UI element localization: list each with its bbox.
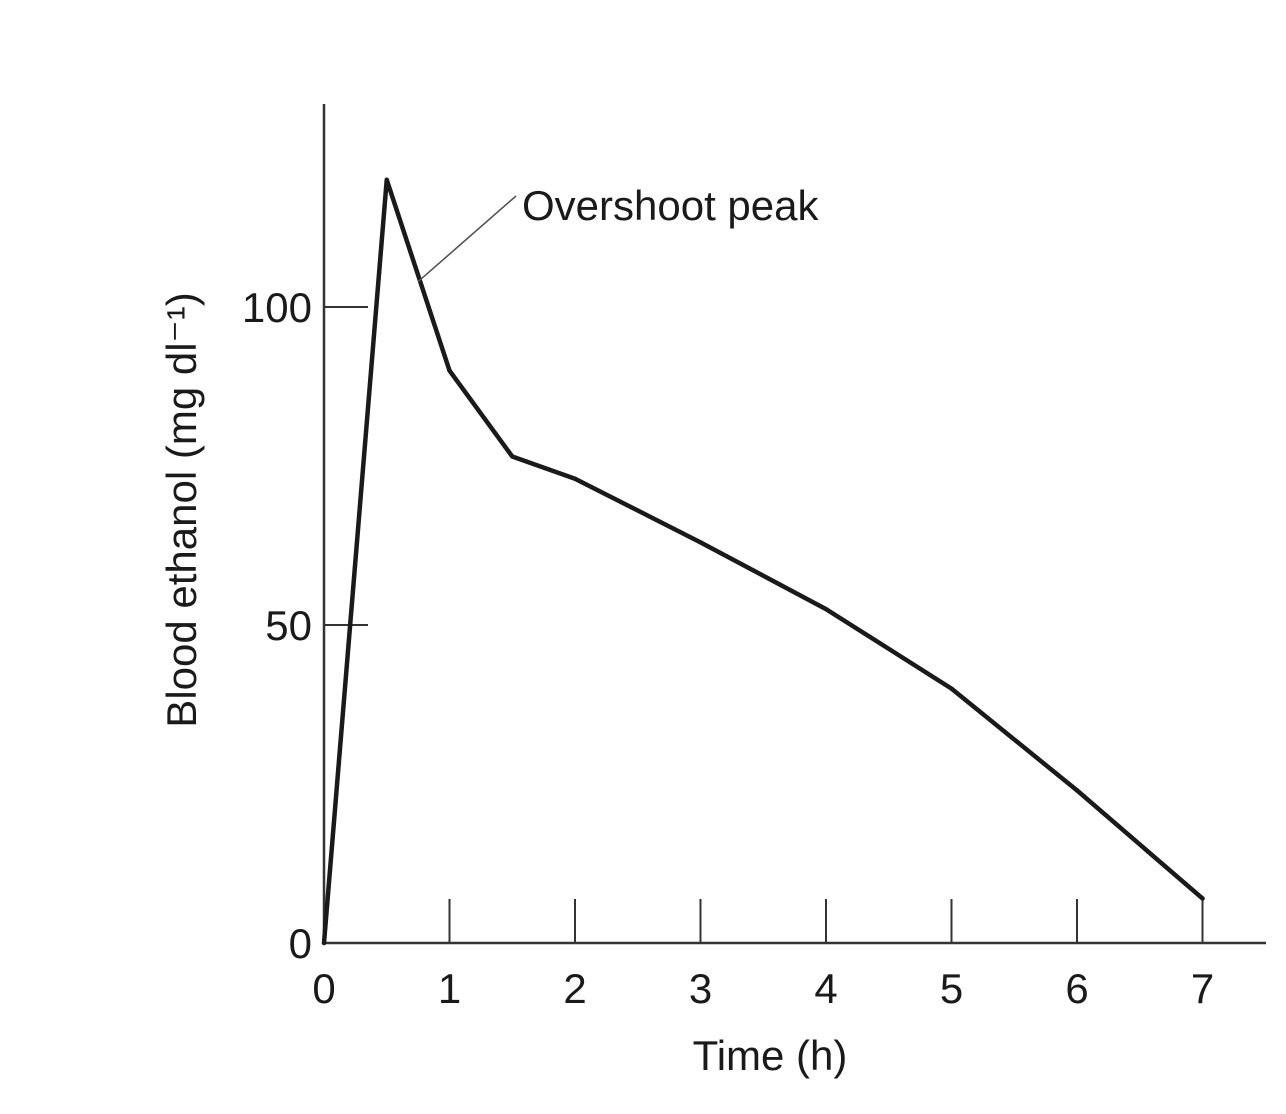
annotation-label: Overshoot peak (522, 182, 820, 229)
x-tick-label: 5 (940, 965, 963, 1012)
x-tick-label: 1 (438, 965, 461, 1012)
series-layer (321, 177, 1205, 946)
annotation-layer: Overshoot peak (417, 182, 820, 283)
data-point (510, 454, 515, 459)
y-ticks: 0 50 100 (242, 284, 368, 967)
y-tick-label: 50 (265, 602, 312, 649)
data-point (447, 368, 452, 373)
y-axis-title: Blood ethanol (mg dl⁻¹) (158, 292, 205, 727)
data-point (698, 540, 703, 545)
x-axis-title: Time (h) (693, 1032, 848, 1079)
data-point (823, 606, 829, 612)
y-tick-label: 100 (242, 284, 312, 331)
data-point (1074, 788, 1080, 793)
series-line (321, 177, 1205, 946)
x-tick-label: 6 (1065, 965, 1088, 1012)
y-tick-label: 0 (289, 920, 312, 967)
data-point (572, 476, 578, 481)
data-point (949, 686, 954, 691)
x-tick-label: 7 (1191, 965, 1214, 1012)
axes (322, 104, 1266, 945)
data-point (1200, 896, 1205, 901)
x-tick-label: 3 (689, 965, 712, 1012)
x-tick-label: 0 (312, 965, 335, 1012)
data-point (384, 177, 389, 182)
x-tick-label: 2 (563, 965, 586, 1012)
data-point (321, 940, 327, 946)
annotation-leader-line (417, 195, 517, 283)
x-ticks: 0 1 2 3 4 5 6 7 (312, 899, 1214, 1012)
x-tick-label: 4 (814, 965, 837, 1012)
